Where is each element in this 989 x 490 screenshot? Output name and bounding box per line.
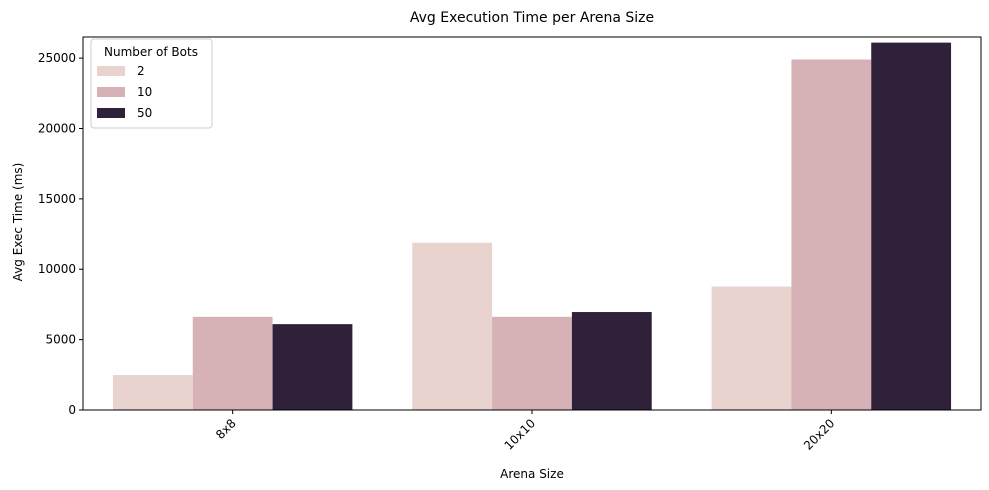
x-tick-label: 10x10 [502,416,539,453]
y-tick-label: 5000 [45,333,76,347]
chart-title: Avg Execution Time per Arena Size [410,10,654,26]
legend-label-2: 2 [137,64,145,78]
bar-10-10x10 [492,316,572,410]
y-tick-label: 20000 [38,121,76,135]
bar-10-8x8 [192,316,273,410]
legend-box [90,38,213,129]
legend: Number of Bots 2 10 50 [90,38,213,129]
x-tick-label: 8x8 [213,416,239,442]
legend-label-50: 50 [137,106,152,120]
bar-50-10x10 [571,312,652,410]
y-tick-label: 10000 [38,262,76,276]
legend-swatch-10 [97,87,125,97]
legend-swatch-2 [97,66,125,76]
y-tick-label: 0 [68,403,76,417]
x-tick-label: 20x20 [801,416,838,453]
y-axis-label: Avg Exec Time (ms) [11,163,25,282]
y-tick-label: 15000 [38,192,76,206]
bar-2-10x10 [412,242,493,410]
bar-50-8x8 [272,324,353,410]
bar-50-20x20 [871,42,952,410]
legend-swatch-50 [97,108,125,118]
legend-title: Number of Bots [104,45,198,59]
legend-label-10: 10 [137,85,152,99]
bar-10-20x20 [791,59,872,411]
y-tick-label: 25000 [38,51,76,65]
bar-2-20x20 [711,286,792,410]
bar-2-8x8 [112,375,193,410]
x-axis-label: Arena Size [500,467,564,481]
